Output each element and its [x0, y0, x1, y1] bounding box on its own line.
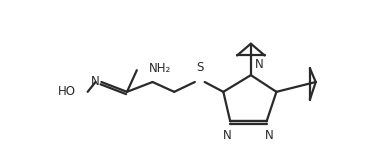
Text: S: S	[196, 61, 203, 74]
Text: NH₂: NH₂	[149, 62, 171, 75]
Text: N: N	[223, 129, 232, 142]
Text: N: N	[265, 129, 274, 142]
Text: N: N	[255, 58, 263, 71]
Text: N: N	[91, 75, 100, 87]
Text: HO: HO	[58, 85, 76, 98]
